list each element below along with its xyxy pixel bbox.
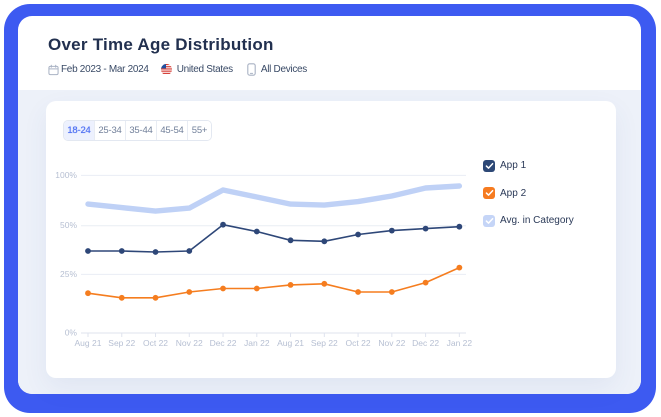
legend-checkbox[interactable] xyxy=(483,187,495,199)
data-point-app-2 xyxy=(220,285,226,292)
data-point-app-2 xyxy=(253,285,260,292)
data-point-app-1 xyxy=(220,221,226,228)
data-point-app-1 xyxy=(355,231,361,238)
x-axis-label: Sep 22 xyxy=(108,338,135,348)
data-point-app-2 xyxy=(422,279,429,286)
line-chart: 0% 25% 50% 100% Aug 21 Sep 22 Oct 22 Nov 22 Dec … xyxy=(55,170,473,348)
tab-35-44[interactable]: 35-44 xyxy=(126,121,157,140)
date-range-label: Feb 2023 - Mar 2024 xyxy=(61,64,149,75)
data-point-app-2 xyxy=(355,289,361,295)
legend-label: App 2 xyxy=(500,187,527,199)
check-icon xyxy=(485,162,493,169)
data-point-app-2 xyxy=(456,264,463,271)
x-axis-label: Nov 22 xyxy=(176,338,203,348)
chart-section: 18-24 25-34 35-44 45-54 55+ 0% 25% 50% 100% Aug … xyxy=(18,90,641,394)
tab-45-54[interactable]: 45-54 xyxy=(157,121,188,140)
data-point-app-2 xyxy=(287,282,294,288)
x-axis-label: Dec 22 xyxy=(210,338,237,348)
device-icon xyxy=(247,63,256,76)
data-point-app-1 xyxy=(321,238,328,245)
x-axis-label: Jan 22 xyxy=(447,338,473,348)
data-point-app-1 xyxy=(118,248,125,254)
data-point-app-2 xyxy=(85,290,91,297)
data-point-app-2 xyxy=(321,280,328,287)
x-axis-label: Sep 22 xyxy=(311,338,338,348)
y-axis-label-50: 50% xyxy=(60,220,77,230)
us-flag-icon xyxy=(160,64,172,75)
legend-item-app-2: App 2 xyxy=(483,187,574,199)
y-axis-label-25: 25% xyxy=(60,269,77,279)
data-point-app-1 xyxy=(388,227,395,234)
calendar-icon xyxy=(48,64,59,76)
series-line-avg-in-category xyxy=(85,183,463,214)
data-point-app-1 xyxy=(287,237,294,244)
data-point-app-1 xyxy=(186,248,193,254)
x-axis-label: Dec 22 xyxy=(412,338,439,348)
x-axis-label: Aug 21 xyxy=(277,338,304,348)
legend-label: Avg. in Category xyxy=(500,215,574,226)
data-point-app-2 xyxy=(152,294,159,301)
data-point-app-1 xyxy=(253,228,260,235)
x-axis-label: Jan 22 xyxy=(244,338,270,348)
data-point-app-2 xyxy=(388,289,395,295)
data-point-app-1 xyxy=(152,249,159,255)
series-line-app-1 xyxy=(87,223,461,253)
data-point-app-2 xyxy=(186,289,193,295)
chart-legend: App 1 App 2 Avg. in Category xyxy=(483,159,574,243)
country-label: United States xyxy=(176,64,233,75)
legend-item-app-1: App 1 xyxy=(483,159,574,172)
page-title: Over Time Age Distribution xyxy=(48,35,274,54)
widget-card: Over Time Age Distribution Feb 2023 - Ma… xyxy=(18,16,641,394)
y-axis-label-0: 0% xyxy=(65,328,78,338)
x-axis-label: Aug 21 xyxy=(75,338,102,348)
tab-18-24[interactable]: 18-24 xyxy=(64,121,95,140)
chart-panel: 18-24 25-34 35-44 45-54 55+ 0% 25% 50% 100% Aug … xyxy=(46,101,616,378)
check-icon xyxy=(485,217,493,224)
tab-25-34[interactable]: 25-34 xyxy=(95,121,126,140)
data-point-app-1 xyxy=(456,223,463,230)
legend-checkbox[interactable] xyxy=(483,214,495,227)
x-axis-label: Nov 22 xyxy=(378,338,405,348)
data-point-app-1 xyxy=(422,225,429,232)
series-line-app-2 xyxy=(87,266,461,299)
x-axis-label: Oct 22 xyxy=(143,338,168,348)
tab-55-[interactable]: 55+ xyxy=(188,121,211,140)
age-group-tabs: 18-24 25-34 35-44 45-54 55+ xyxy=(63,120,212,141)
data-point-app-2 xyxy=(118,294,125,301)
data-point-app-1 xyxy=(85,248,91,254)
legend-item-avg-in-category: Avg. in Category xyxy=(483,214,574,227)
legend-label: App 1 xyxy=(500,160,527,171)
filters-bar: Feb 2023 - Mar 2024 xyxy=(48,63,307,77)
legend-checkbox[interactable] xyxy=(483,159,495,172)
x-axis-label: Oct 22 xyxy=(346,338,371,348)
y-axis-label-100: 100% xyxy=(55,170,77,180)
devices-label: All Devices xyxy=(260,64,308,75)
check-icon xyxy=(485,189,493,196)
